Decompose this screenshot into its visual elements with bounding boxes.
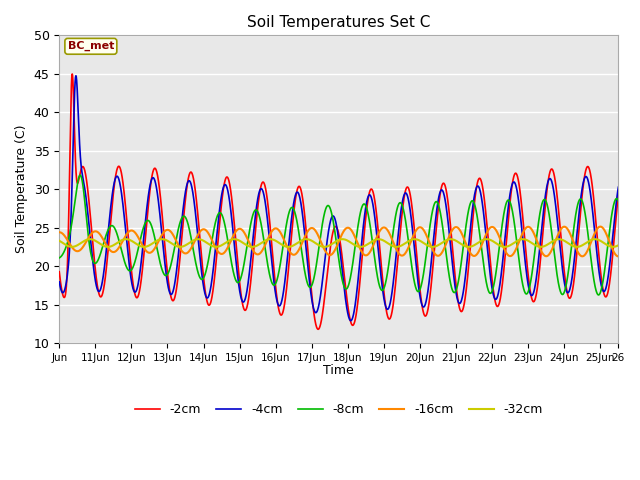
-2cm [152,168,160,174]
-32cm [294,240,302,245]
-2cm [68,71,76,77]
-32cm [119,237,127,242]
Title: Soil Temperatures Set C: Soil Temperatures Set C [247,15,431,30]
-8cm [614,198,622,204]
-32cm [537,244,545,250]
-8cm [604,242,612,248]
-16cm [604,234,611,240]
-4cm [294,190,302,195]
-8cm [294,225,302,231]
-8cm [56,255,63,261]
-8cm [270,282,278,288]
-16cm [119,238,127,243]
-32cm [604,242,612,248]
-2cm [614,190,622,196]
-8cm [543,203,551,208]
-4cm [614,184,622,190]
-8cm [120,254,127,260]
Y-axis label: Soil Temperature (C): Soil Temperature (C) [15,125,28,253]
-8cm [595,292,602,298]
Line: -16cm: -16cm [60,227,618,256]
-32cm [544,241,552,247]
-16cm [56,229,63,235]
-32cm [614,242,622,248]
-2cm [120,182,127,188]
-16cm [270,226,278,232]
-16cm [614,253,622,259]
Legend: -2cm, -4cm, -8cm, -16cm, -32cm: -2cm, -4cm, -8cm, -16cm, -32cm [130,398,548,421]
-2cm [294,184,302,190]
X-axis label: Time: Time [323,364,354,377]
-2cm [56,269,63,275]
-32cm [56,238,63,244]
-4cm [604,276,612,282]
-4cm [544,180,552,186]
-16cm [294,249,301,254]
-4cm [56,279,63,285]
-32cm [122,236,130,242]
-2cm [604,290,612,296]
-4cm [347,318,355,324]
-4cm [152,184,160,190]
-8cm [152,243,160,249]
-2cm [270,266,278,272]
-8cm [76,172,84,178]
-16cm [596,224,604,229]
-2cm [314,326,322,332]
-4cm [120,204,127,210]
-2cm [544,182,552,188]
Text: BC_met: BC_met [68,41,114,51]
-32cm [270,237,278,243]
Line: -32cm: -32cm [60,239,618,247]
-4cm [72,73,80,79]
-16cm [543,253,551,259]
Line: -8cm: -8cm [60,175,618,295]
-32cm [152,238,160,244]
Line: -4cm: -4cm [60,76,618,321]
Line: -2cm: -2cm [60,74,618,329]
-4cm [270,278,278,284]
-16cm [152,243,160,249]
